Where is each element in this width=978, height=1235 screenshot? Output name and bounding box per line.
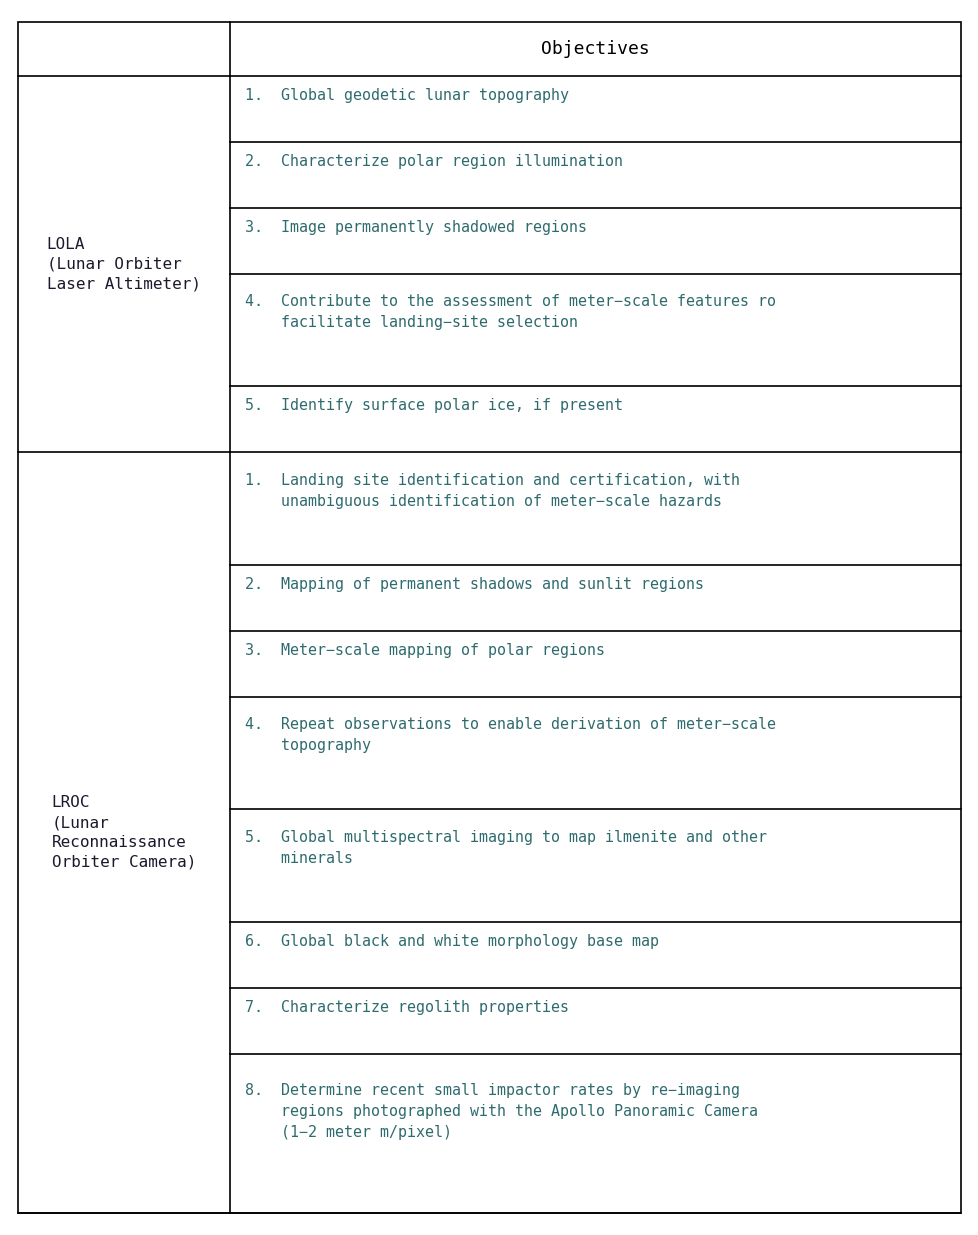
Text: 5.  Global multispectral imaging to map ilmenite and other
    minerals: 5. Global multispectral imaging to map i… [244,830,766,866]
Text: 1.  Global geodetic lunar topography: 1. Global geodetic lunar topography [244,88,568,103]
Text: 3.  Image permanently shadowed regions: 3. Image permanently shadowed regions [244,220,586,235]
Text: 2.  Characterize polar region illumination: 2. Characterize polar region illuminatio… [244,153,622,169]
Text: 2.  Mapping of permanent shadows and sunlit regions: 2. Mapping of permanent shadows and sunl… [244,577,703,592]
Text: 3.  Meter−scale mapping of polar regions: 3. Meter−scale mapping of polar regions [244,643,604,658]
Text: 4.  Contribute to the assessment of meter−scale features ro
    facilitate landi: 4. Contribute to the assessment of meter… [244,294,775,330]
Text: Objectives: Objectives [541,40,649,58]
Text: 7.  Characterize regolith properties: 7. Characterize regolith properties [244,1000,568,1015]
Text: LOLA
(Lunar Orbiter
Laser Altimeter): LOLA (Lunar Orbiter Laser Altimeter) [47,237,200,291]
Text: 8.  Determine recent small impactor rates by re−imaging
    regions photographed: 8. Determine recent small impactor rates… [244,1083,757,1140]
Text: 1.  Landing site identification and certification, with
    unambiguous identifi: 1. Landing site identification and certi… [244,473,739,509]
Text: 4.  Repeat observations to enable derivation of meter−scale
    topography: 4. Repeat observations to enable derivat… [244,718,775,753]
Text: 6.  Global black and white morphology base map: 6. Global black and white morphology bas… [244,934,658,948]
Text: LROC
(Lunar
Reconnaissance
Orbiter Camera): LROC (Lunar Reconnaissance Orbiter Camer… [52,795,196,869]
Text: 5.  Identify surface polar ice, if present: 5. Identify surface polar ice, if presen… [244,398,622,414]
